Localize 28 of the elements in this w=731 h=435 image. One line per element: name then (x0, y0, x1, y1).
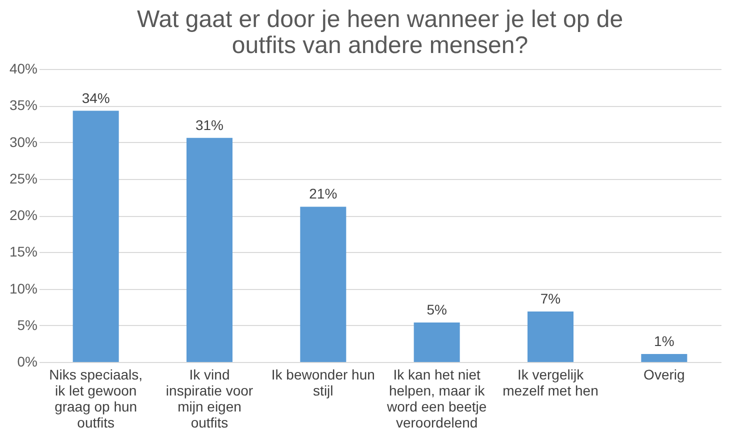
data-label: 1% (654, 332, 674, 349)
bar (641, 354, 688, 362)
x-tick-label: Ik kan het niet helpen, maar ik word een beetje veroordelend (386, 366, 487, 430)
bar (72, 110, 119, 362)
bar (528, 311, 574, 362)
bar (414, 322, 460, 362)
x-tick-label: Niks speciaals, ik let gewoon graag op hun outfits (49, 366, 143, 430)
y-tick-label: 20% (9, 207, 38, 223)
y-tick-label: 30% (9, 134, 38, 150)
data-label: 7% (540, 290, 561, 306)
y-tick-label: 40% (9, 60, 38, 76)
chart-title: Wat gaat er door je heen wanneer je let op de outfits van andere mensen? (136, 6, 624, 59)
bar (186, 138, 232, 362)
x-tick-label: Overig (644, 366, 685, 382)
data-label: 5% (426, 301, 447, 318)
x-tick-label: Ik vind inspiratie voor mijn eigen outfits (166, 366, 254, 430)
y-tick-label: 0% (17, 354, 38, 370)
y-tick-label: 5% (17, 316, 38, 333)
y-tick-label: 10% (9, 280, 38, 296)
data-label: 31% (195, 116, 224, 133)
y-tick-label: 25% (9, 170, 38, 186)
x-tick-label: Ik bewonder hun stijl (271, 366, 375, 398)
data-label: 34% (82, 90, 110, 106)
bar (300, 206, 346, 362)
x-tick-label: Ik vergelijk mezelf met hen (502, 366, 598, 398)
y-tick-label: 35% (9, 97, 38, 114)
data-label: 21% (309, 186, 338, 202)
y-tick-label: 15% (9, 244, 38, 260)
